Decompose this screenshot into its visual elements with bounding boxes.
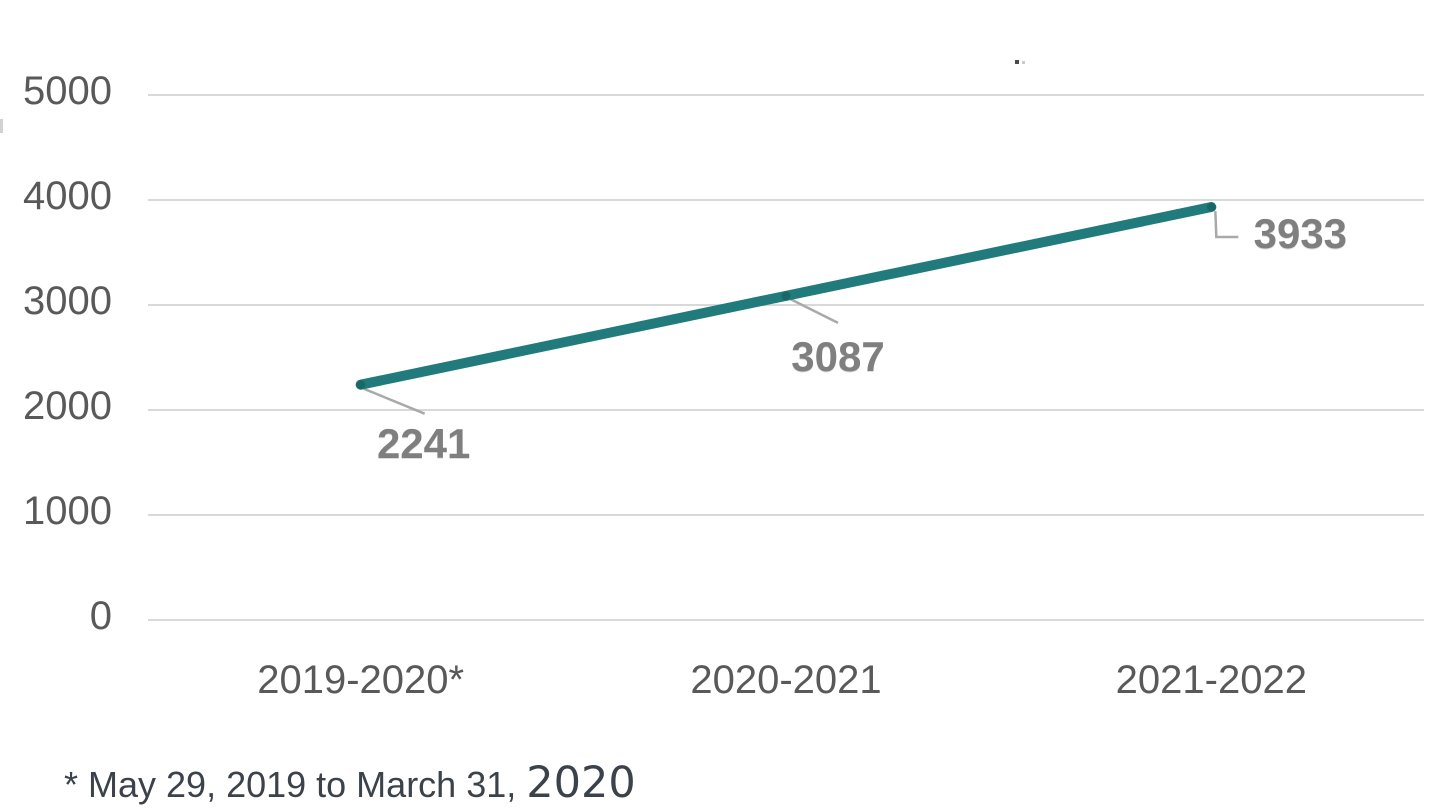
footnote-year: 2020 (526, 758, 636, 808)
stray-mark (1015, 60, 1019, 64)
data-point-marker (1206, 202, 1216, 212)
y-axis-tick-label: 4000 (23, 174, 112, 218)
y-axis-tick-label: 0 (89, 594, 112, 638)
leader-line (1214, 210, 1239, 239)
data-label: 2241 (376, 419, 471, 467)
data-label: 3087 (791, 332, 885, 380)
data-point-marker (356, 380, 366, 390)
stray-mark (1022, 61, 1025, 64)
x-axis-category-label: 2021-2022 (1115, 658, 1307, 702)
leader-line (787, 296, 839, 324)
y-axis-tick-label: 2000 (23, 384, 112, 428)
footnote-text: * May 29, 2019 to March 31, (64, 764, 527, 805)
x-axis-category-label: 2020-2021 (690, 658, 882, 702)
data-label: 3933 (1253, 210, 1348, 258)
y-axis-tick-label: 1000 (23, 489, 112, 533)
footnote: * May 29, 2019 to March 31, 2020 (64, 758, 636, 810)
y-axis-tick-label: 5000 (23, 69, 112, 113)
stray-mark (0, 119, 3, 133)
data-point-marker (781, 291, 791, 301)
y-axis-tick-label: 3000 (23, 279, 112, 323)
leader-line (363, 387, 426, 415)
x-axis-category-label: 2019-2020* (257, 658, 465, 702)
